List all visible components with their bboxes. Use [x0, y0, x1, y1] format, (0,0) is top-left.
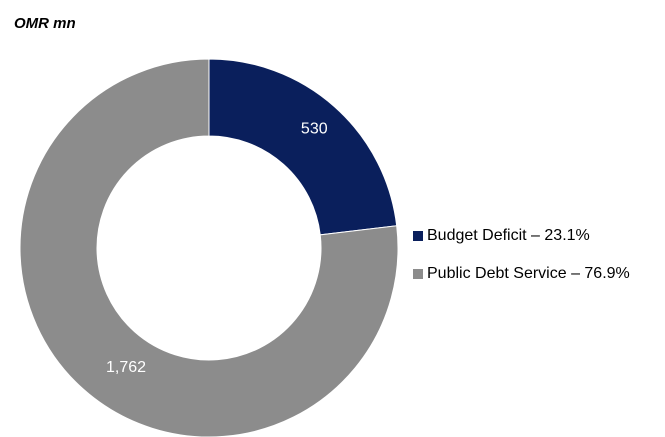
unit-label: OMR mn [14, 15, 76, 32]
legend-label-budget-deficit: Budget Deficit – 23.1% [427, 227, 590, 244]
legend-swatch-public-debt-service [413, 269, 423, 279]
legend-item-budget-deficit: Budget Deficit – 23.1% [413, 226, 630, 246]
data-label-public-debt-service: 1,762 [106, 359, 146, 376]
slice-budget-deficit [208, 58, 398, 236]
slice-public-debt-service [19, 58, 399, 437]
legend-label-public-debt-service: Public Debt Service – 76.9% [427, 265, 630, 282]
legend-swatch-budget-deficit [413, 231, 423, 241]
legend-item-public-debt-service: Public Debt Service – 76.9% [413, 264, 630, 284]
legend: Budget Deficit – 23.1% Public Debt Servi… [413, 226, 630, 302]
data-label-budget-deficit: 530 [301, 121, 328, 138]
